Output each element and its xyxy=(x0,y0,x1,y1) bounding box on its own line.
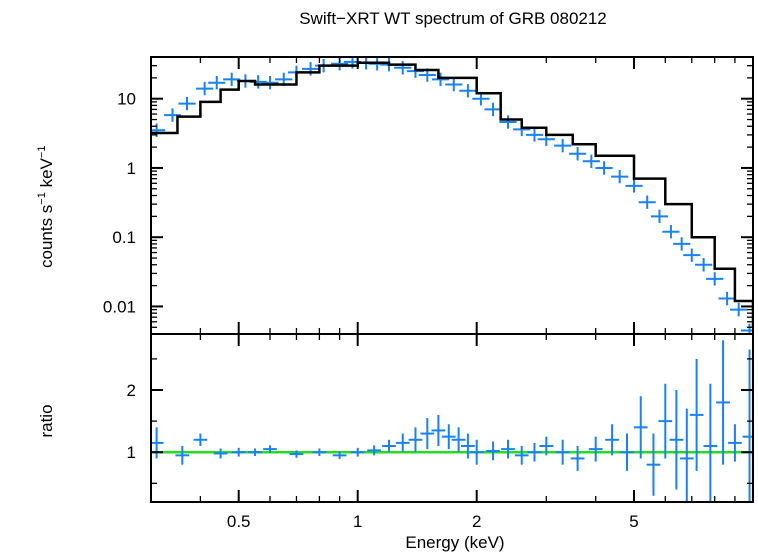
x-tick-label: 2 xyxy=(472,512,481,531)
spectrum-panel: 10 1 0.1 0.01 xyxy=(103,56,754,335)
y-tick-label: 10 xyxy=(117,90,136,109)
x-axis-label: Energy (keV) xyxy=(405,533,504,552)
y-label-mid: keV xyxy=(37,157,56,192)
y-label-main: counts s xyxy=(37,205,56,268)
ratio-panel: 0.5 1 2 5 2 1 xyxy=(127,333,754,531)
ratio-ticks: 0.5 1 2 5 2 1 xyxy=(127,334,753,531)
ratio-data-layer xyxy=(151,340,753,502)
y-tick-label: 0.1 xyxy=(112,228,136,247)
y-label-exp2: −1 xyxy=(36,146,48,159)
y-tick-label: 1 xyxy=(127,443,136,462)
ratio-frame xyxy=(150,333,754,503)
x-tick-label: 1 xyxy=(353,512,362,531)
y-label-exp1: −1 xyxy=(36,192,48,205)
model-curve xyxy=(151,61,753,328)
spectrum-ticks: 10 1 0.1 0.01 xyxy=(103,56,753,335)
spectrum-data-layer xyxy=(151,57,753,334)
y-tick-label: 1 xyxy=(127,159,136,178)
y-tick-label: 2 xyxy=(127,381,136,400)
x-tick-label: 5 xyxy=(629,512,638,531)
y-tick-label: 0.01 xyxy=(103,297,136,316)
x-tick-label: 0.5 xyxy=(227,512,251,531)
spectrum-frame xyxy=(150,56,754,335)
chart-title: Swift−XRT WT spectrum of GRB 080212 xyxy=(299,9,607,28)
y-axis-label-spectrum: counts s−1 keV−1 xyxy=(36,146,56,268)
y-axis-label-ratio: ratio xyxy=(37,404,56,437)
